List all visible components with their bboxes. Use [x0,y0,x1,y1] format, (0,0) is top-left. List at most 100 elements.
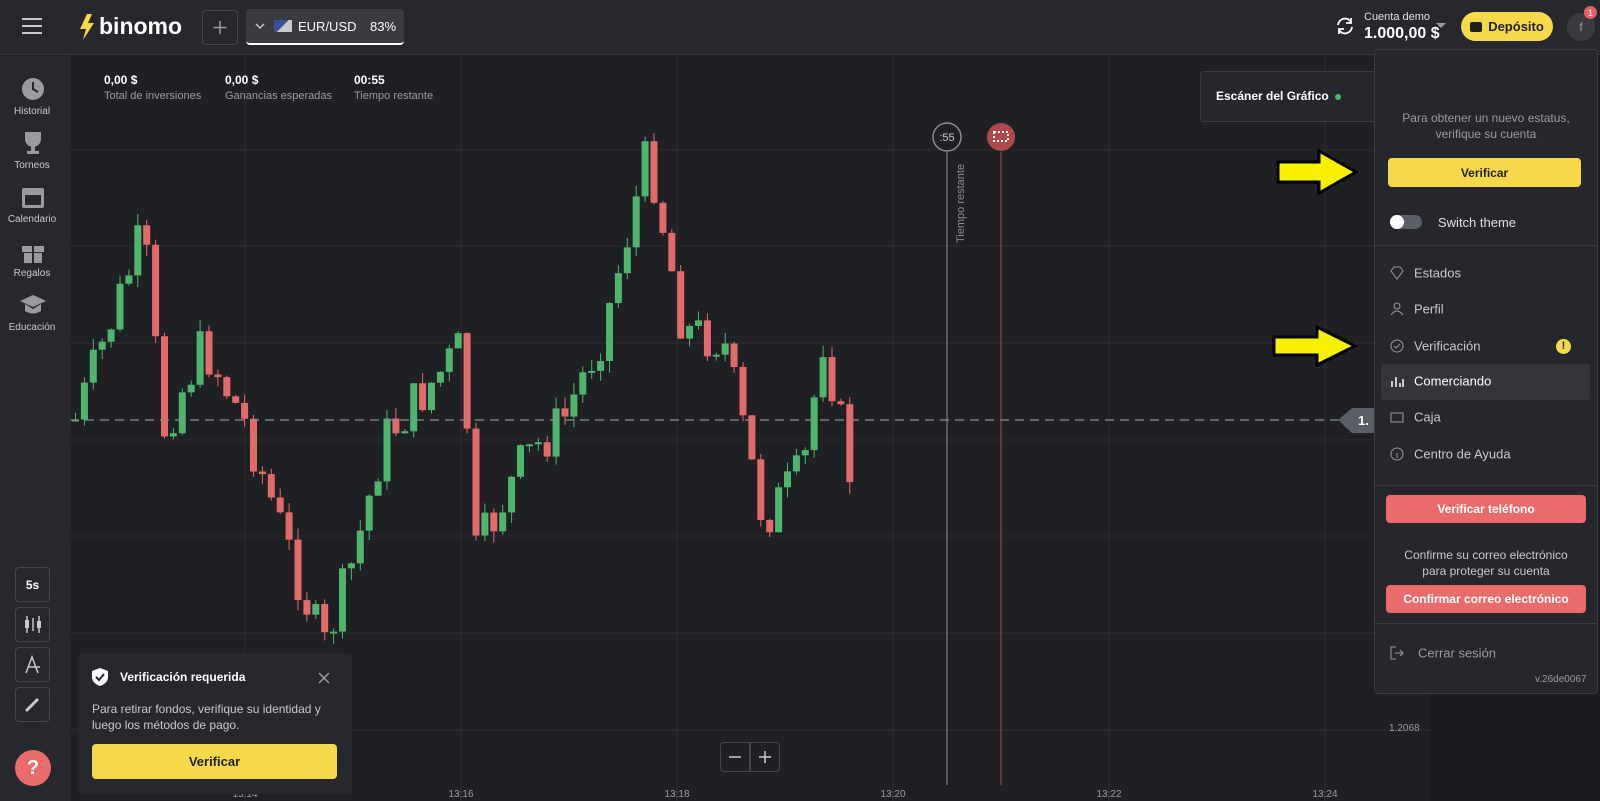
stat-label: Ganancias esperadas [225,90,333,102]
zoom-in[interactable] [750,742,780,772]
menu-item[interactable]: Estados [1414,265,1461,281]
tournaments-icon[interactable] [20,130,46,156]
candle-body [125,275,133,284]
asset: EUR/USD [298,19,357,34]
candle-body [784,471,791,488]
email-text: Confirme su correo electrónico para prot… [1404,548,1568,578]
candle-body [98,341,106,350]
arrow [1276,148,1360,196]
candle-body [258,471,266,475]
time-label: 13:14 [232,789,257,800]
nav-label[interactable]: Calendario [7,214,57,225]
sync-icon[interactable] [1334,15,1356,37]
menu-icon[interactable] [22,17,42,35]
nav-label[interactable]: Educación [8,322,56,333]
cashier-icon [1390,412,1404,423]
candle-body [828,357,836,402]
status-text: Para obtener un nuevo estatus, verifique… [1402,111,1570,141]
time-label: 13:20 [880,789,905,800]
timeframe[interactable]: 5s [15,567,50,602]
candle-body [463,333,471,429]
zoom-out[interactable] [720,742,750,772]
drawing-tools[interactable] [15,687,50,722]
candle-body [695,320,702,326]
top-bar: binomo EUR/USD 83% Cuenta demo 1.000,00 … [0,0,1600,55]
timer-circle [932,122,962,152]
profile-icon [1390,302,1404,316]
nav-label[interactable]: Historial [13,106,51,117]
candle-body [169,433,177,437]
diamond-icon [1390,266,1404,280]
candle-body [436,371,444,383]
candle-body [392,418,400,434]
verify-button[interactable]: Verificar [92,744,337,779]
account-caret[interactable] [1436,23,1446,29]
education-icon[interactable] [19,292,47,318]
indicators[interactable] [15,647,50,682]
logo[interactable]: binomo [99,13,183,39]
close-icon[interactable] [318,672,330,684]
candle-body [543,442,551,457]
candle-body [552,408,560,457]
price-label: 1.2068 [1389,723,1420,734]
deposit-button[interactable]: Depósito [1461,12,1553,41]
timer: :55 [939,132,954,144]
candle-body [428,382,435,411]
sidebar: Historial Torneos Calendario Regalos Edu… [0,56,70,801]
help-button[interactable]: ? [15,750,51,786]
chart-type[interactable] [15,607,50,642]
help-icon [1390,447,1404,461]
badge: 1 [1584,6,1597,19]
candle-body [312,604,320,615]
candle-body [321,604,329,633]
stat-value: 0,00 $ [225,73,259,87]
candle-body [659,202,667,233]
candle-body [356,530,364,564]
candle-body [650,141,658,203]
time-label: 13:22 [1096,789,1121,800]
calendar-icon[interactable] [20,184,46,210]
candle-body [410,383,418,432]
add-asset[interactable] [202,10,238,45]
candle-body [614,273,622,304]
stat-label: Tiempo restante [354,90,434,102]
flag [274,20,292,32]
candle-body [579,372,587,395]
time-label: 13:18 [664,789,689,800]
logo-mark [80,14,94,40]
version: v.26de0067 [1535,674,1587,685]
candle-body [606,303,613,362]
nav-label[interactable]: Torneos [14,160,50,171]
theme-switch[interactable] [1390,215,1422,229]
grid [70,55,1431,801]
gifts-icon[interactable] [20,238,46,264]
candle-body [232,396,240,403]
candle-body [801,450,809,456]
candle-body [419,383,427,411]
candle-body [223,377,231,397]
candle-body [623,247,631,274]
timer-label: Tiempo restante [955,164,967,243]
candle-body [703,320,711,357]
menu-item[interactable]: Verificación [1414,338,1481,354]
menu-verify-button[interactable]: Verificar [1388,158,1581,187]
candle-body [481,512,489,536]
menu-item[interactable]: Caja [1414,409,1441,425]
asset-tab[interactable]: EUR/USD 83% [246,9,404,45]
confirm-email-button[interactable]: Confirmar correo electrónico [1386,585,1586,613]
notification-title: Verificación requerida [120,670,246,684]
scanner[interactable]: Escáner del Gráfico [1200,71,1390,122]
balance[interactable]: 1.000,00 $ [1364,25,1440,42]
status-dot [1335,94,1341,100]
menu-item[interactable]: Centro de Ayuda [1414,446,1511,462]
logout[interactable]: Cerrar sesión [1418,645,1497,661]
verify-phone-button[interactable]: Verificar teléfono [1386,495,1586,523]
history-icon[interactable] [20,76,46,102]
menu-item[interactable]: Perfil [1414,301,1444,317]
menu-item[interactable]: Comerciando [1414,373,1492,389]
candle-body [116,283,124,330]
nav-label[interactable]: Regalos [13,268,51,279]
shield-icon [92,668,108,686]
time-label: 13:24 [1312,789,1337,800]
